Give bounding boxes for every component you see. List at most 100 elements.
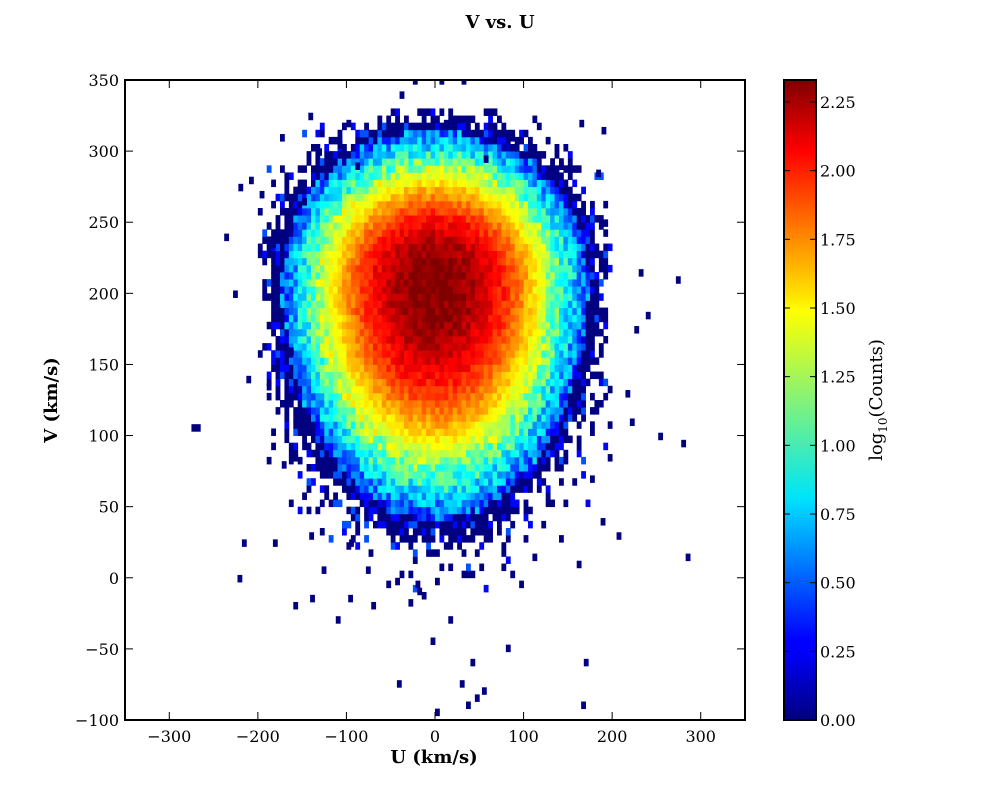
heatmap-bin xyxy=(364,499,369,508)
heatmap-bin xyxy=(554,357,560,365)
heatmap-bin xyxy=(421,407,427,415)
heatmap-bin xyxy=(474,200,480,209)
heatmap-bin xyxy=(412,158,418,166)
heatmap-bin xyxy=(373,506,378,515)
heatmap-bin xyxy=(386,250,392,259)
heatmap-bin xyxy=(288,250,294,259)
heatmap-bin xyxy=(412,328,418,337)
heatmap-bin xyxy=(373,428,378,436)
heatmap-bin xyxy=(479,385,485,394)
heatmap-bin xyxy=(457,478,462,486)
heatmap-bin xyxy=(430,471,436,479)
heatmap-bin xyxy=(368,229,374,237)
heatmap-bin xyxy=(293,293,299,301)
heatmap-bin xyxy=(311,449,316,458)
heatmap-bin xyxy=(350,293,356,301)
heatmap-bin xyxy=(386,499,392,508)
heatmap-bin xyxy=(426,336,431,344)
heatmap-bin xyxy=(386,286,392,294)
heatmap-bin xyxy=(492,314,498,323)
heatmap-bin xyxy=(452,300,458,308)
heatmap-bin xyxy=(315,215,321,223)
heatmap-bin xyxy=(346,449,352,458)
heatmap-bin xyxy=(461,129,467,138)
heatmap-bin xyxy=(280,328,285,337)
heatmap-bin xyxy=(545,485,551,493)
heatmap-bin xyxy=(554,456,560,465)
heatmap-bin xyxy=(541,407,547,415)
heatmap-bin xyxy=(483,229,489,237)
heatmap-bin xyxy=(559,172,564,180)
heatmap-bin xyxy=(337,400,343,408)
heatmap-bin xyxy=(536,193,542,202)
heatmap-bin xyxy=(293,378,299,387)
heatmap-bin xyxy=(288,321,294,330)
heatmap-bin xyxy=(567,215,573,223)
heatmap-bin xyxy=(501,144,507,152)
heatmap-bin xyxy=(430,343,436,351)
heatmap-bin xyxy=(541,350,547,358)
heatmap-bin xyxy=(550,172,555,180)
heatmap-bin xyxy=(505,193,511,202)
heatmap-bin xyxy=(474,272,480,280)
heatmap-bin xyxy=(567,193,573,202)
heatmap-bin xyxy=(545,456,551,465)
heatmap-bin xyxy=(399,385,405,394)
heatmap-bin xyxy=(395,542,400,550)
heatmap-bin xyxy=(488,144,493,152)
heatmap-bin xyxy=(443,471,449,479)
heatmap-bin xyxy=(466,208,471,216)
heatmap-bin xyxy=(337,172,343,180)
heatmap-bin xyxy=(435,357,440,365)
heatmap-bin xyxy=(439,229,445,237)
heatmap-bin xyxy=(466,257,471,266)
heatmap-bin xyxy=(430,314,436,323)
heatmap-bin xyxy=(412,122,418,131)
heatmap-bin xyxy=(514,378,520,387)
heatmap-bin xyxy=(408,407,414,415)
heatmap-bin xyxy=(421,520,427,529)
heatmap-bin xyxy=(563,371,569,380)
heatmap-bin xyxy=(585,222,591,230)
heatmap-bin xyxy=(510,385,516,394)
heatmap-bin xyxy=(501,151,507,159)
heatmap-bin xyxy=(457,136,462,145)
heatmap-bin xyxy=(514,151,520,159)
heatmap-bin xyxy=(443,520,449,529)
heatmap-bin xyxy=(457,456,462,465)
heatmap-bin xyxy=(435,279,440,287)
heatmap-bin xyxy=(448,314,454,323)
heatmap-bin xyxy=(395,400,400,408)
heatmap-bin xyxy=(412,307,418,316)
heatmap-bin xyxy=(359,435,365,444)
heatmap-bin xyxy=(386,513,392,522)
heatmap-bin xyxy=(581,307,586,316)
heatmap-bin xyxy=(311,300,316,308)
heatmap-bin xyxy=(488,229,493,237)
heatmap-bin xyxy=(448,179,454,188)
heatmap-bin xyxy=(536,314,542,323)
heatmap-bin xyxy=(461,549,467,557)
heatmap-bin xyxy=(559,300,564,308)
heatmap-bin xyxy=(262,286,268,294)
heatmap-bin xyxy=(359,350,365,358)
heatmap-bin xyxy=(381,442,387,451)
heatmap-bin xyxy=(346,250,352,259)
heatmap-bin xyxy=(452,179,458,188)
heatmap-bin xyxy=(302,328,307,337)
heatmap-bin xyxy=(492,186,498,195)
heatmap-bin xyxy=(448,499,454,508)
heatmap-bin xyxy=(324,414,330,422)
heatmap-bin xyxy=(545,215,551,223)
heatmap-bin xyxy=(342,478,347,486)
heatmap-bin xyxy=(297,328,303,337)
heatmap-bin xyxy=(603,442,609,451)
heatmap-bin xyxy=(390,200,396,209)
heatmap-bin xyxy=(275,364,281,372)
heatmap-bin xyxy=(315,300,321,308)
heatmap-bin xyxy=(426,186,431,195)
heatmap-bin xyxy=(536,449,542,458)
heatmap-bin xyxy=(350,279,356,287)
heatmap-bin xyxy=(328,165,334,173)
heatmap-bin xyxy=(479,328,485,337)
